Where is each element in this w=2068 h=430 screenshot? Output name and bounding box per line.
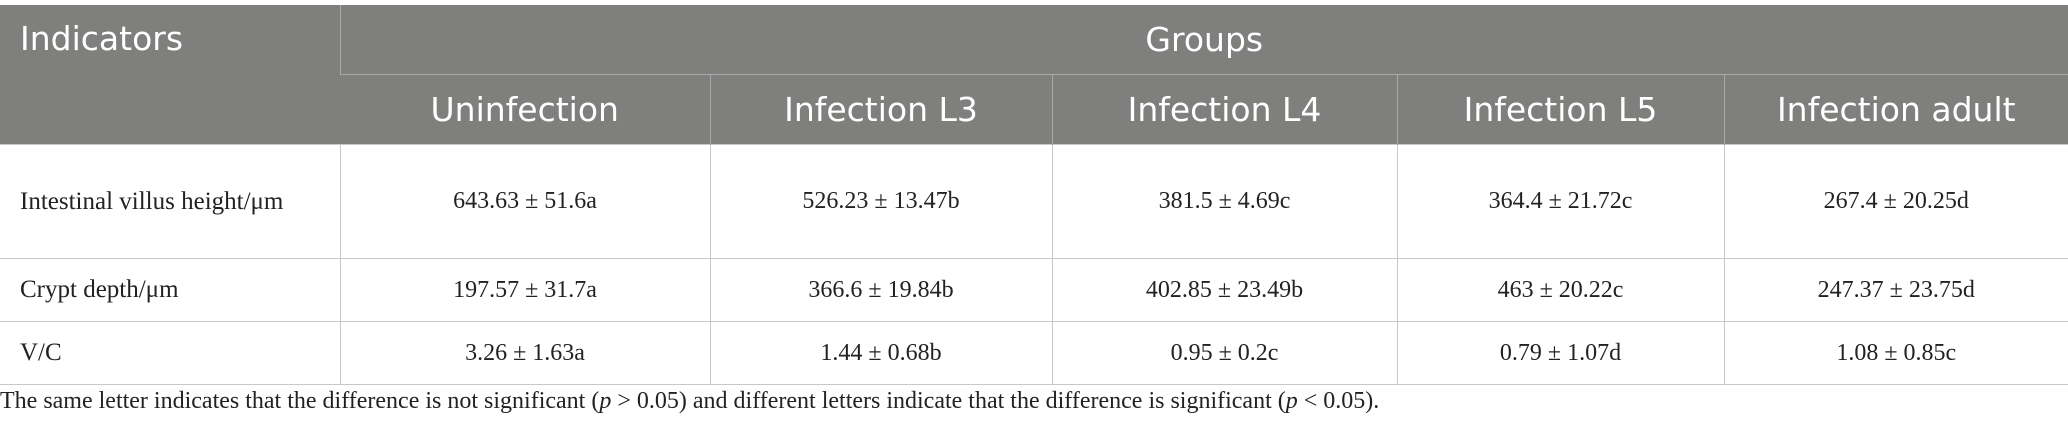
cell: 463 ± 20.22c <box>1396 258 1725 322</box>
cell: 381.5 ± 4.69c <box>1051 144 1398 259</box>
header-row: Uninfection Infection L3 Infection L4 Infec… <box>0 74 2068 145</box>
cell: 0.79 ± 1.07d <box>1396 321 1725 385</box>
table-body: Intestinal villus height/μm 643.63 ± 51.6… <box>0 144 2068 385</box>
cell: 197.57 ± 31.7a <box>339 258 711 322</box>
cell: 1.44 ± 0.68b <box>709 321 1053 385</box>
row-label: Crypt depth/μm <box>0 258 341 322</box>
data-table: Indicators Groups Uninfection Infection L… <box>0 5 2068 385</box>
table-row: Intestinal villus height/μm 643.63 ± 51.6… <box>0 144 2068 259</box>
cell: 1.08 ± 0.85c <box>1723 321 2068 385</box>
cell: 526.23 ± 13.47b <box>709 144 1053 259</box>
table-row: V/C 3.26 ± 1.63a 1.44 ± 0.68b 0.95 ± 0.2c 0.… <box>0 321 2068 385</box>
cell: 267.4 ± 20.25d <box>1723 144 2068 259</box>
column-header: Infection L5 <box>1396 74 1724 145</box>
column-header: Uninfection <box>340 74 710 145</box>
cell: 0.95 ± 0.2c <box>1051 321 1398 385</box>
column-header: Infection L4 <box>1051 74 1397 145</box>
indicators-header: Indicators <box>0 5 340 145</box>
footnote-text: p <box>599 388 612 414</box>
footnote-text: p <box>1285 388 1298 414</box>
cell: 643.63 ± 51.6a <box>339 144 711 259</box>
cell: 364.4 ± 21.72c <box>1396 144 1725 259</box>
row-label: V/C <box>0 321 341 385</box>
cell: 402.85 ± 23.49b <box>1051 258 1398 322</box>
header-row: Indicators Groups <box>0 5 2068 145</box>
row-label: Intestinal villus height/μm <box>0 144 341 259</box>
column-header: Infection L3 <box>709 74 1052 145</box>
column-header: Infection adult <box>1723 74 2068 145</box>
cell: 366.6 ± 19.84b <box>709 258 1053 322</box>
footnote-text: < 0.05). <box>1297 388 1380 414</box>
cell: 247.37 ± 23.75d <box>1723 258 2068 322</box>
footnote-text: The same letter indicates that the diffe… <box>0 388 600 414</box>
groups-header: Groups <box>339 5 2068 75</box>
footnote: The same letter indicates that the diffe… <box>0 388 1379 415</box>
table-row: Crypt depth/μm 197.57 ± 31.7a 366.6 ± 19.8… <box>0 258 2068 322</box>
table-header: Indicators Groups Uninfection Infection L… <box>0 5 2068 145</box>
footnote-text: > 0.05) and different letters indicate t… <box>611 388 1286 414</box>
cell: 3.26 ± 1.63a <box>339 321 711 385</box>
